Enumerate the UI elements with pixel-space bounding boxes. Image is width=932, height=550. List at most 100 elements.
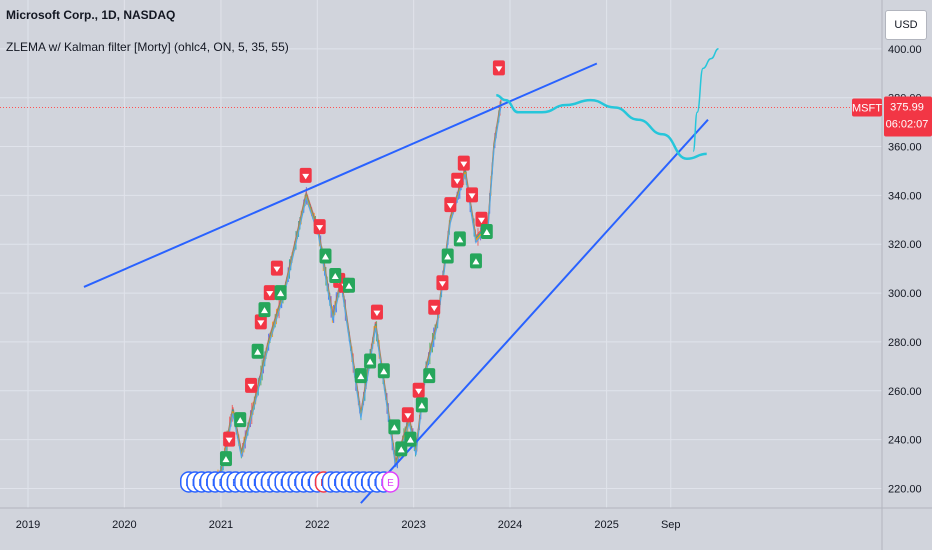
symbol-title[interactable]: Microsoft Corp., 1D, NASDAQ <box>6 8 176 22</box>
arrow-up-icon <box>397 446 405 453</box>
buy-marker <box>395 441 408 457</box>
arrow-down-icon <box>446 203 454 209</box>
earnings-letter: E <box>387 478 394 489</box>
arrow-up-icon <box>456 236 464 243</box>
x-tick-label: Sep <box>661 519 681 531</box>
arrow-up-icon <box>261 307 269 314</box>
buy-marker <box>377 363 390 379</box>
buy-marker <box>469 253 482 269</box>
arrow-up-icon <box>345 282 353 289</box>
ticker-tag: MSFT <box>852 98 882 117</box>
x-tick-label: 2025 <box>594 519 618 531</box>
buy-marker <box>354 368 367 384</box>
sell-marker <box>436 275 449 291</box>
x-tick-label: 2021 <box>209 519 233 531</box>
arrow-up-icon <box>380 368 388 375</box>
arrow-down-icon <box>316 225 324 231</box>
earnings-marker[interactable]: E <box>381 471 400 493</box>
arrow-down-icon <box>247 383 255 390</box>
last-price-value: 375.99 <box>890 101 924 113</box>
arrow-down-icon <box>477 217 485 224</box>
buy-marker <box>251 343 264 359</box>
y-tick-label: 300.00 <box>888 288 922 300</box>
sell-marker <box>245 377 258 393</box>
y-tick-label: 400.00 <box>888 44 922 56</box>
arrow-up-icon <box>222 456 230 463</box>
buy-marker <box>441 248 454 264</box>
vertical-gridlines <box>27 0 672 508</box>
sell-marker <box>263 285 276 301</box>
zlema-kalman-forecast-line <box>496 94 707 161</box>
buy-marker <box>234 412 247 428</box>
trend-lines[interactable] <box>83 62 709 504</box>
sell-marker <box>401 407 414 423</box>
buy-marker <box>415 397 428 413</box>
sell-marker <box>299 167 312 183</box>
sell-marker <box>313 219 326 235</box>
moving-average-line <box>212 105 502 487</box>
buy-marker <box>404 431 417 447</box>
currency-button[interactable]: USD <box>885 10 927 40</box>
sell-marker <box>451 172 464 188</box>
arrow-down-icon <box>430 305 438 312</box>
earnings-badge[interactable] <box>381 471 400 493</box>
arrow-down-icon <box>438 281 446 287</box>
arrow-down-icon <box>468 193 476 199</box>
buy-marker <box>480 224 493 240</box>
arrow-up-icon <box>357 373 365 380</box>
y-tick-label: 320.00 <box>888 239 922 251</box>
arrow-down-icon <box>273 266 281 273</box>
arrow-up-icon <box>418 402 426 409</box>
arrow-down-icon <box>404 413 412 419</box>
sell-marker <box>492 60 505 76</box>
sell-marker <box>223 431 236 447</box>
buy-marker <box>342 277 355 293</box>
trend-line-lower[interactable] <box>360 119 709 504</box>
arrow-up-icon <box>472 258 480 265</box>
arrow-up-icon <box>277 290 285 297</box>
arrow-down-icon <box>453 178 461 185</box>
arrow-down-icon <box>257 320 265 326</box>
arrow-up-icon <box>390 424 398 431</box>
arrow-up-icon <box>321 253 329 260</box>
buy-marker <box>453 231 466 247</box>
signal-markers <box>219 60 505 467</box>
trend-line-upper[interactable] <box>83 62 598 288</box>
arrow-down-icon <box>415 388 423 395</box>
arrow-down-icon <box>373 310 381 317</box>
x-tick-label: 2022 <box>305 519 329 531</box>
buy-marker <box>423 368 436 384</box>
arrow-up-icon <box>483 229 491 236</box>
last-price-tag-box <box>884 96 932 137</box>
arrow-up-icon <box>236 417 244 424</box>
buy-marker <box>388 419 401 435</box>
arrow-up-icon <box>444 253 452 260</box>
arrow-down-icon <box>302 173 310 180</box>
last-price-tag: 375.99 06:02:07 <box>884 96 932 137</box>
sell-marker <box>444 197 457 213</box>
buy-marker <box>274 285 287 301</box>
arrow-down-icon <box>266 291 274 297</box>
ticker-tag-box <box>852 98 882 117</box>
y-tick-label: 220.00 <box>888 483 922 495</box>
buy-marker <box>258 302 271 318</box>
sell-marker <box>270 260 283 276</box>
ticker-label: MSFT <box>852 102 882 114</box>
earnings-markers[interactable]: EEEEEEEEEEEEEEEEEEEEEEEEEEEEEEE <box>180 471 400 493</box>
x-tick-label: 2020 <box>112 519 136 531</box>
price-tags: MSFT 375.99 06:02:07 <box>852 96 932 137</box>
sell-marker <box>465 187 478 203</box>
sell-marker <box>412 382 425 398</box>
arrow-up-icon <box>331 272 339 279</box>
indicator-legend[interactable]: ZLEMA w/ Kalman filter [Morty] (ohlc4, O… <box>6 40 289 54</box>
x-tick-label: 2023 <box>401 519 425 531</box>
y-tick-label: 360.00 <box>888 142 922 154</box>
arrow-up-icon <box>406 436 414 443</box>
sell-marker <box>428 299 441 315</box>
arrow-up-icon <box>425 373 433 380</box>
sell-marker <box>457 155 470 171</box>
zlema-kalman-forecast <box>496 48 719 161</box>
